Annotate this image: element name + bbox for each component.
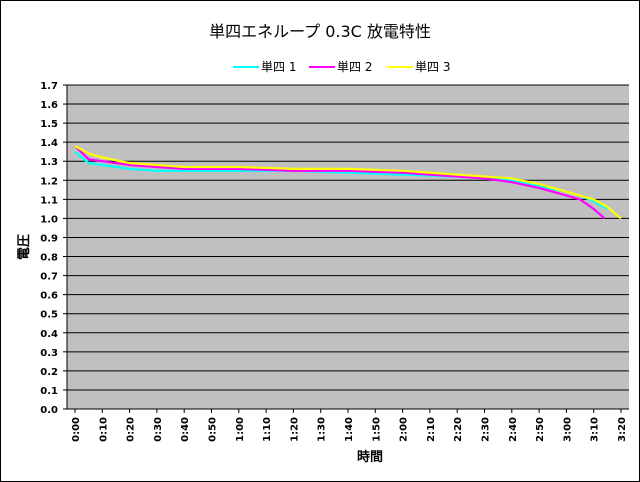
x-tick-label: 2:50 — [535, 417, 546, 442]
legend-label: 単四 1 — [261, 60, 296, 74]
y-tick-label: 0.1 — [40, 386, 58, 397]
plot-area — [67, 85, 629, 409]
x-tick-label: 1:30 — [317, 417, 328, 442]
x-tick-label: 0:30 — [153, 417, 164, 442]
y-tick-label: 1.1 — [40, 195, 58, 206]
chart-legend: 単四 1 単四 2 単四 3 — [233, 60, 450, 74]
y-tick-label: 1.3 — [40, 157, 58, 168]
x-tick-label: 0:20 — [126, 417, 137, 442]
y-tick-label: 1.0 — [40, 214, 58, 225]
y-tick-label: 0.0 — [40, 405, 58, 416]
y-tick-label: 1.6 — [40, 100, 58, 111]
x-tick-label: 1:10 — [262, 417, 273, 442]
y-tick-label: 0.5 — [40, 310, 58, 321]
x-tick-label: 3:00 — [562, 417, 573, 442]
x-tick-label: 1:50 — [371, 417, 382, 442]
y-tick-label: 0.3 — [40, 348, 58, 359]
y-tick-label: 1.5 — [40, 119, 58, 130]
x-tick-label: 1:00 — [235, 417, 246, 442]
series-line — [74, 145, 606, 220]
y-tick-label: 0.7 — [40, 272, 58, 283]
x-tick-label: 1:20 — [289, 417, 300, 442]
x-tick-label: 2:10 — [426, 417, 437, 442]
x-axis-title: 時間 — [357, 449, 383, 465]
x-tick-label: 0:40 — [180, 417, 191, 442]
axes — [63, 84, 629, 413]
x-tick-label: 1:40 — [344, 417, 355, 442]
legend-label: 単四 2 — [337, 60, 372, 74]
x-tick-label: 2:40 — [508, 417, 519, 442]
series-lines — [74, 145, 622, 220]
y-tick-label: 1.7 — [40, 81, 58, 92]
y-tick-label: 0.9 — [40, 233, 58, 244]
y-tick-label: 0.2 — [40, 367, 58, 378]
x-axis-ticks: 0:00 0:10 0:20 0:30 0:40 0:50 1:00 1:10 1:20 1:30… — [71, 417, 628, 442]
y-axis-ticks: 0.0 0.1 0.2 0.3 0.4 0.5 0.6 0.7 0.8 0.9 1.0 1.1 1.2 1… — [40, 81, 58, 416]
x-tick-label: 3:20 — [617, 417, 628, 442]
x-tick-label: 0:50 — [208, 417, 219, 442]
chart-title: 単四エネループ 0.3C 放電特性 — [209, 22, 431, 41]
x-tick-label: 3:10 — [590, 417, 601, 442]
x-tick-label: 2:00 — [399, 417, 410, 442]
x-tick-label: 0:10 — [98, 417, 109, 442]
y-tick-label: 0.6 — [40, 291, 58, 302]
y-tick-label: 1.2 — [40, 176, 58, 187]
x-tick-label: 2:30 — [481, 417, 492, 442]
legend-label: 単四 3 — [415, 60, 450, 74]
gridlines — [67, 84, 629, 391]
y-tick-label: 0.4 — [40, 329, 58, 340]
x-tick-label: 2:20 — [453, 417, 464, 442]
series-line — [74, 145, 622, 220]
x-tick-label: 0:00 — [71, 417, 82, 442]
y-axis-title: 電圧 — [17, 234, 32, 260]
y-tick-label: 1.4 — [40, 138, 58, 149]
y-tick-label: 0.8 — [40, 253, 58, 264]
